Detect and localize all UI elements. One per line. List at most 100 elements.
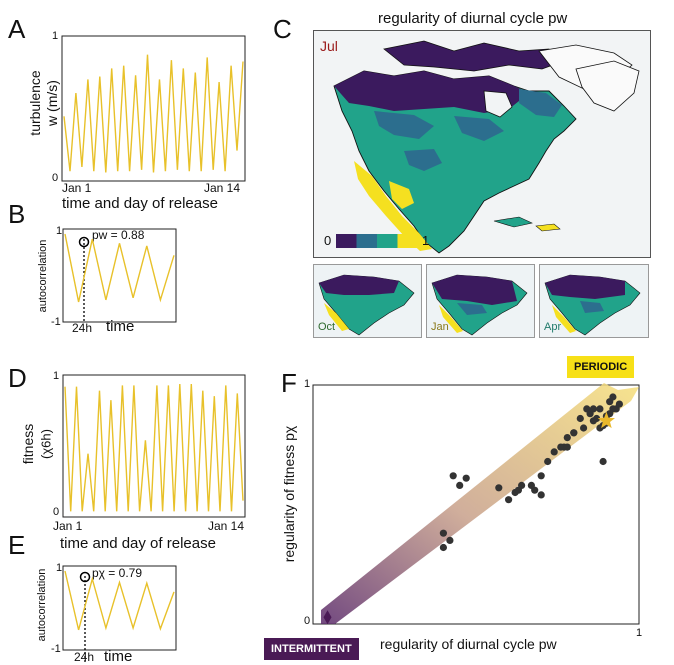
map-jan-graphic [431, 274, 528, 336]
panel-a-ylabel-1: turbulence [27, 70, 43, 136]
map-main-month: Jul [320, 38, 338, 54]
scatter-point [462, 474, 470, 482]
panel-a-frame [61, 35, 246, 182]
scatter-point [563, 434, 571, 442]
scatter-point [599, 457, 607, 466]
autocorrelation-w-series [64, 233, 175, 303]
badge-intermittent: INTERMITTENT [264, 638, 359, 660]
panel-f-xlabel: regularity of diurnal cycle pw [380, 636, 557, 652]
colorbar-max: 1 [422, 233, 430, 248]
panel-d-ytick-bottom: 0 [53, 506, 60, 518]
panel-e-xlabel: time [104, 648, 133, 665]
map-jan: Jan [426, 264, 535, 338]
panel-b-peak-circle [78, 236, 90, 248]
panel-letter-c: C [273, 14, 292, 44]
scatter-point [550, 448, 558, 456]
scatter-point [456, 481, 464, 489]
map-apr-graphic [544, 274, 641, 336]
scatter-point [449, 472, 457, 480]
panel-f-ylabel: regularity of fitness pχ [281, 425, 297, 563]
panel-letter-a: A [8, 14, 26, 44]
scatter-point [439, 529, 447, 537]
panel-e-peak-circle [79, 571, 91, 583]
scatter-point [570, 429, 578, 437]
panel-d-xlabel: time and day of release [60, 535, 216, 552]
panel-e-ylabel: autocorrelation [36, 568, 48, 642]
colorbar-segment [397, 234, 418, 248]
scatter-point [557, 443, 565, 451]
scatter-point [537, 472, 545, 480]
panel-e-ytick-top: 1 [56, 562, 63, 574]
panel-a-chart [61, 35, 246, 182]
scatter-point [563, 443, 571, 451]
panel-letter-b: B [8, 199, 26, 229]
panel-d-xtick-right: Jan 14 [208, 519, 245, 533]
panel-b-ylabel: autocorrelation [37, 239, 49, 313]
panel-b-chart [62, 228, 177, 323]
panel-c-title: regularity of diurnal cycle pw [378, 10, 568, 27]
scatter-point [518, 481, 526, 489]
scatter-point [446, 536, 454, 544]
panel-f-ytick-max: 1 [304, 378, 311, 390]
badge-periodic: PERIODIC [567, 356, 635, 378]
colorbar-min: 0 [324, 233, 332, 248]
panel-e-ytick-bottom: -1 [51, 643, 61, 655]
panel-b-ytick-bottom: -1 [51, 316, 61, 328]
scatter-point [505, 496, 513, 504]
map-main-graphic [333, 40, 640, 254]
panel-e-annotation: pχ = 0.79 [92, 566, 143, 580]
panel-a-xlabel: time and day of release [62, 195, 218, 212]
panel-d-frame [62, 374, 246, 518]
panel-e-frame [62, 565, 177, 651]
scatter-point [589, 405, 597, 413]
panel-b-annotation: pw = 0.88 [92, 228, 145, 242]
colorbar [336, 234, 418, 248]
colorbar-segment [377, 234, 398, 248]
map-oct: Oct [313, 264, 422, 338]
map-apr: Apr [539, 264, 649, 338]
scatter-point [439, 543, 447, 552]
panel-f-chart: predictability [312, 383, 640, 625]
panel-a-ytick-bottom: 0 [52, 172, 59, 184]
scatter-point [615, 400, 623, 408]
panel-a-ylabel-2: w (m/s) [44, 80, 60, 126]
panel-f-tick-origin: 0 [304, 615, 311, 627]
panel-a-xtick-left: Jan 1 [62, 181, 92, 195]
fitness-series [64, 383, 244, 512]
scatter-point [495, 484, 503, 492]
scatter-point [527, 481, 535, 489]
panel-e-xtick: 24h [74, 650, 95, 664]
panel-b-ytick-top: 1 [56, 225, 63, 237]
panel-d-ytick-top: 1 [53, 370, 60, 382]
panel-d-ylabel-2: (χ6h) [38, 429, 54, 459]
map-jan-label: Jan [431, 321, 449, 333]
map-main: Jul 0 1 [313, 30, 651, 258]
scatter-point [596, 405, 604, 413]
predictability-arrow [321, 383, 639, 624]
scatter-point [589, 417, 597, 425]
scatter-points [323, 393, 623, 625]
panel-d-xtick-left: Jan 1 [53, 519, 83, 533]
panel-d-ylabel-1: fitness [20, 423, 36, 465]
scatter-point [544, 457, 552, 466]
panel-a-ytick-top: 1 [52, 30, 59, 42]
turbulence-series [63, 54, 244, 173]
panel-letter-e: E [8, 530, 26, 560]
panel-letter-d: D [8, 363, 27, 393]
panel-letter-f: F [281, 368, 297, 398]
scatter-point [576, 414, 584, 423]
panel-e-chart [62, 565, 177, 662]
map-oct-label: Oct [318, 321, 336, 333]
map-oct-graphic [318, 274, 415, 336]
map-apr-label: Apr [544, 321, 562, 333]
panel-b-xtick: 24h [72, 321, 93, 335]
scatter-point [580, 424, 588, 432]
colorbar-segment [356, 234, 377, 248]
panel-f-xtick-max: 1 [636, 627, 643, 639]
panel-a-xtick-right: Jan 14 [204, 181, 241, 195]
panel-f-frame [312, 384, 640, 625]
scatter-point [537, 491, 545, 499]
star-marker [597, 411, 615, 429]
panel-d-chart [62, 374, 246, 518]
panel-b-frame [62, 228, 177, 323]
